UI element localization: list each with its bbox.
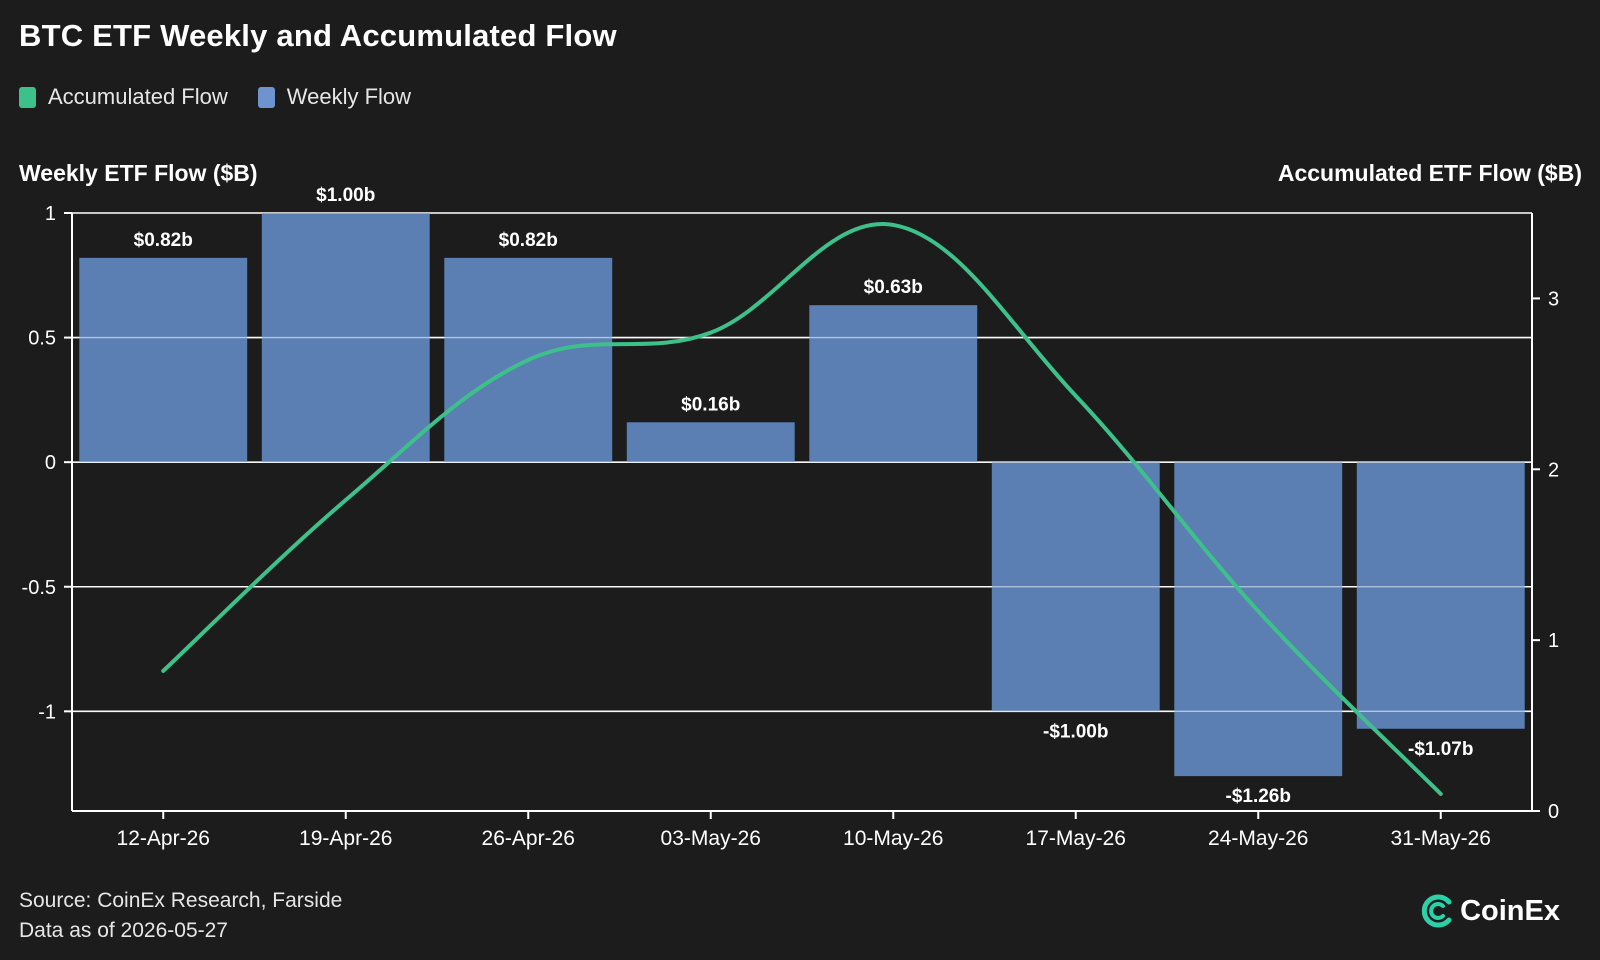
right-tick-label-3: 0 xyxy=(1548,801,1559,823)
left-tick-label-4: -1 xyxy=(38,701,56,723)
date-line: Data as of 2026-05-27 xyxy=(19,919,228,942)
bar-label-1: $1.00b xyxy=(316,185,375,206)
right-axis-title: Accumulated ETF Flow ($B) xyxy=(1277,160,1582,186)
source-line: Source: CoinEx Research, Farside xyxy=(19,889,343,912)
bar-label-0: $0.82b xyxy=(134,230,193,251)
legend: Accumulated Flow Weekly Flow xyxy=(19,84,441,110)
legend-item-accumulated: Accumulated Flow xyxy=(19,84,228,110)
x-tick-label-4: 10-May-26 xyxy=(843,827,943,850)
bar-label-5: -$1.00b xyxy=(1043,721,1108,742)
left-axis-title: Weekly ETF Flow ($B) xyxy=(19,160,258,186)
chart-title: BTC ETF Weekly and Accumulated Flow xyxy=(19,18,617,53)
right-tick-label-0: 3 xyxy=(1548,288,1559,310)
x-tick-label-0: 12-Apr-26 xyxy=(117,827,210,850)
bar-6 xyxy=(1174,462,1343,777)
source-note: Source: CoinEx Research, Farside Data as… xyxy=(19,886,342,946)
bar-7 xyxy=(1356,462,1525,729)
accumulated-flow-line xyxy=(161,222,1443,796)
legend-label-weekly: Weekly Flow xyxy=(286,84,412,109)
x-tick-label-3: 03-May-26 xyxy=(661,827,761,850)
x-tick-label-6: 24-May-26 xyxy=(1208,827,1308,850)
left-tick-label-2: 0 xyxy=(45,452,56,474)
bar-label-3: $0.16b xyxy=(681,394,740,415)
x-tick-label-2: 26-Apr-26 xyxy=(482,827,575,850)
legend-swatch-weekly xyxy=(257,86,275,108)
bar-label-7: -$1.07b xyxy=(1408,739,1473,760)
legend-swatch-accumulated xyxy=(19,86,36,108)
x-tick-label-1: 19-Apr-26 xyxy=(299,827,392,850)
right-tick-label-2: 1 xyxy=(1548,630,1559,652)
legend-item-weekly: Weekly Flow xyxy=(257,84,412,110)
coinex-logo-icon xyxy=(1421,894,1452,928)
bar-label-6: -$1.26b xyxy=(1226,786,1291,807)
bar-4 xyxy=(809,305,978,463)
x-tick-label-7: 31-May-26 xyxy=(1391,827,1491,850)
left-tick-label-1: 0.5 xyxy=(28,328,56,350)
bar-label-4: $0.63b xyxy=(864,277,923,298)
bar-3 xyxy=(626,422,795,463)
brand-logo: CoinEx xyxy=(1420,893,1560,929)
legend-label-accumulated: Accumulated Flow xyxy=(48,84,228,109)
x-tick-label-5: 17-May-26 xyxy=(1026,827,1126,850)
left-tick-label-3: -0.5 xyxy=(22,577,56,599)
left-tick-label-0: 1 xyxy=(45,203,56,225)
right-tick-label-1: 2 xyxy=(1548,459,1559,481)
bar-0 xyxy=(79,257,248,463)
bar-label-2: $0.82b xyxy=(499,230,558,251)
brand-name: CoinEx xyxy=(1460,894,1560,927)
